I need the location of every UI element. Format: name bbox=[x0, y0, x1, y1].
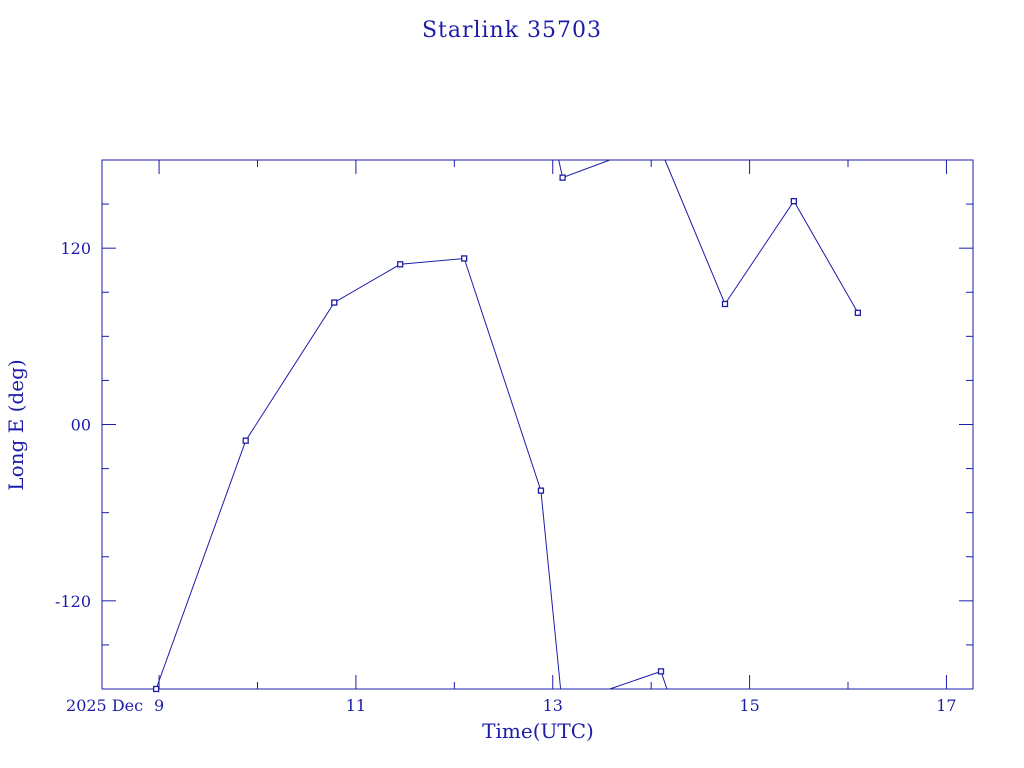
x-tick-label: 11 bbox=[346, 696, 366, 715]
x-tick-label: 17 bbox=[936, 696, 956, 715]
data-point bbox=[397, 261, 404, 268]
series-markers bbox=[152, 174, 862, 693]
series-line bbox=[558, 159, 610, 179]
x-axis-title: Time(UTC) bbox=[482, 719, 594, 743]
data-point bbox=[461, 255, 468, 262]
series-lines bbox=[155, 159, 859, 690]
data-point bbox=[242, 437, 249, 444]
data-point bbox=[152, 685, 160, 693]
x-tick-label: 13 bbox=[543, 696, 563, 715]
data-point bbox=[790, 197, 798, 205]
data-point bbox=[537, 487, 545, 494]
series-line bbox=[155, 257, 562, 690]
y-tick-label: 00 bbox=[71, 416, 91, 435]
x-tick-label: 15 bbox=[739, 696, 759, 715]
y-tick-label: 120 bbox=[60, 239, 91, 258]
chart-title: Starlink 35703 bbox=[422, 18, 602, 43]
data-point bbox=[559, 174, 566, 181]
data-point bbox=[657, 668, 665, 675]
x-tick-label: 9 bbox=[154, 696, 164, 715]
y-tick-label: -120 bbox=[55, 592, 91, 611]
data-point bbox=[331, 299, 338, 306]
data-point bbox=[721, 300, 729, 308]
axis-tick-labels: 9 2025 Dec 11 13 15 17 -120 00 120 bbox=[55, 239, 957, 715]
data-point bbox=[854, 309, 862, 316]
y-axis-title: Long E (deg) bbox=[4, 359, 28, 490]
plot-frame bbox=[101, 159, 974, 690]
series-line bbox=[664, 159, 859, 314]
axis-ticks bbox=[102, 160, 973, 689]
x-tick-prefix: 2025 Dec bbox=[66, 696, 143, 715]
